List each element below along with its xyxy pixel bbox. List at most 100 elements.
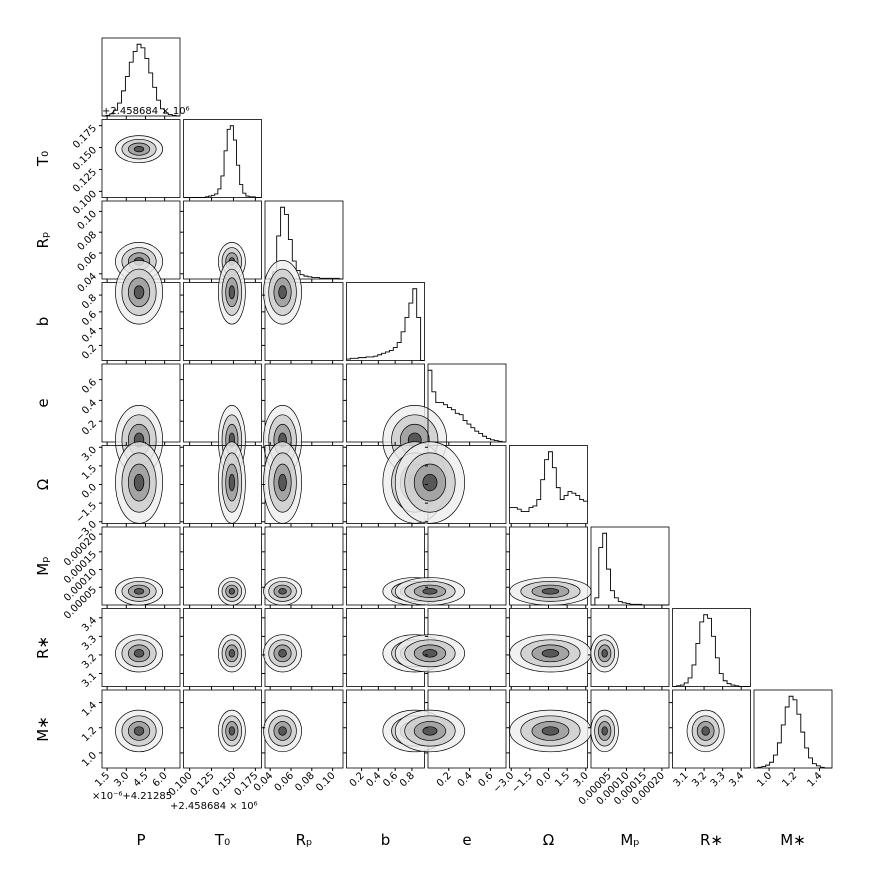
x-tick-label: 4.5 [132, 770, 151, 789]
density-contour [278, 649, 287, 658]
x-tick-label: 3.0 [112, 770, 131, 789]
panel-frame [346, 282, 425, 361]
y-tick-label: 0.06 [76, 250, 100, 274]
density-contour [228, 473, 235, 492]
x-tick-label: 0.06 [273, 770, 297, 794]
x-tick-label: 0.100 [167, 770, 195, 798]
y-axis-label: T₀ [34, 151, 52, 167]
offset-text: +2.458684 × 10⁶ [102, 106, 190, 117]
panel-frame [264, 363, 344, 443]
y-tick-label: 0.175 [71, 123, 99, 151]
density-contour [541, 649, 560, 658]
density-contour [133, 285, 145, 300]
histogram [102, 43, 180, 117]
panel-frame [427, 526, 507, 606]
y-tick-label: 3.1 [80, 671, 99, 690]
y-tick-label: 0.2 [80, 343, 99, 362]
panel-frame [101, 608, 181, 687]
density-contour [601, 649, 608, 658]
x-tick-label: 3.3 [709, 770, 728, 789]
histogram [428, 369, 506, 443]
density-contour [278, 473, 287, 492]
y-tick-label: 0.2 [80, 419, 99, 438]
x-tick-label: 1.5 [553, 770, 572, 789]
panel-frame [183, 689, 262, 769]
panel-frame [101, 689, 181, 769]
panel-frame [101, 37, 181, 117]
offset-text: +2.458684 × 10⁶ [170, 801, 258, 812]
y-axis-label: R∗ [34, 636, 52, 659]
density-contour [422, 588, 438, 595]
panel-frame [346, 526, 425, 606]
x-tick-label: 0.2 [435, 770, 454, 789]
y-axis-label: M∗ [34, 716, 52, 742]
x-tick-label: 3.4 [727, 770, 746, 789]
histogram [346, 288, 425, 361]
x-tick-label: 0.4 [456, 770, 475, 789]
density-contour [228, 649, 235, 658]
panel-frame [183, 608, 262, 687]
density-contour [228, 726, 235, 736]
x-axis-label: e [462, 831, 471, 849]
density-contour [278, 588, 287, 595]
x-tick-label: 1.2 [780, 770, 799, 789]
y-tick-label: 1.5 [80, 463, 99, 482]
x-tick-label: 0.8 [398, 770, 417, 789]
histogram [591, 532, 669, 606]
panel-frame [427, 363, 507, 443]
offset-text: ×10⁻⁶+4.21285 [92, 791, 172, 802]
x-tick-label: 3.1 [672, 770, 691, 789]
x-axis-label: Mₚ [620, 831, 639, 849]
panel-frame [183, 119, 262, 198]
y-tick-label: 1.2 [80, 725, 99, 744]
y-tick-label: 0.125 [71, 167, 99, 195]
density-contour [541, 726, 560, 736]
panel-frame [672, 689, 751, 769]
panel-frame [753, 689, 833, 769]
density-contour [601, 726, 608, 736]
y-tick-label: 1.4 [80, 700, 99, 719]
y-tick-label: 0.6 [80, 309, 99, 328]
density-contour [278, 726, 287, 736]
x-tick-label: 0.0 [535, 770, 554, 789]
x-axis-label: b [381, 831, 391, 849]
x-tick-label: 3.2 [690, 770, 709, 789]
y-tick-label: 3.0 [80, 445, 99, 464]
y-tick-label: 0.08 [76, 230, 100, 254]
x-tick-label: 3.0 [572, 770, 591, 789]
y-tick-label: 0.04 [76, 271, 100, 295]
density-contour [133, 146, 145, 153]
histogram [183, 125, 262, 198]
density-contour [278, 285, 287, 300]
density-contour [133, 473, 145, 492]
panel-frame [672, 608, 751, 687]
density-contour [228, 285, 235, 300]
y-tick-label: 0.150 [71, 145, 99, 173]
x-axis-label: M∗ [780, 831, 806, 849]
y-axis-label: Rₚ [34, 232, 52, 249]
panel-frame [264, 526, 344, 606]
histogram [672, 614, 751, 687]
panel-frame [183, 526, 262, 606]
density-contour [701, 726, 710, 736]
y-tick-label: 0.4 [80, 398, 99, 417]
panel-frame [101, 119, 181, 198]
x-tick-label: 6.0 [151, 770, 170, 789]
y-axis-label: Ω [34, 479, 52, 490]
y-axis-label: b [34, 317, 52, 327]
y-tick-label: 3.3 [80, 634, 99, 653]
x-tick-label: 0.125 [189, 770, 217, 798]
panel-frame [590, 608, 670, 687]
density-contour [541, 588, 560, 595]
x-axis-label: R∗ [700, 831, 723, 849]
density-contour [133, 649, 145, 658]
x-axis-label: Rₚ [296, 831, 313, 849]
y-tick-label: 1.0 [80, 750, 99, 769]
y-tick-label: 3.2 [80, 652, 99, 671]
histogram [509, 451, 588, 512]
density-contour [422, 726, 438, 736]
panel-frame [590, 526, 670, 606]
panel-frame [264, 200, 344, 280]
x-axis-label: T₀ [214, 831, 230, 849]
